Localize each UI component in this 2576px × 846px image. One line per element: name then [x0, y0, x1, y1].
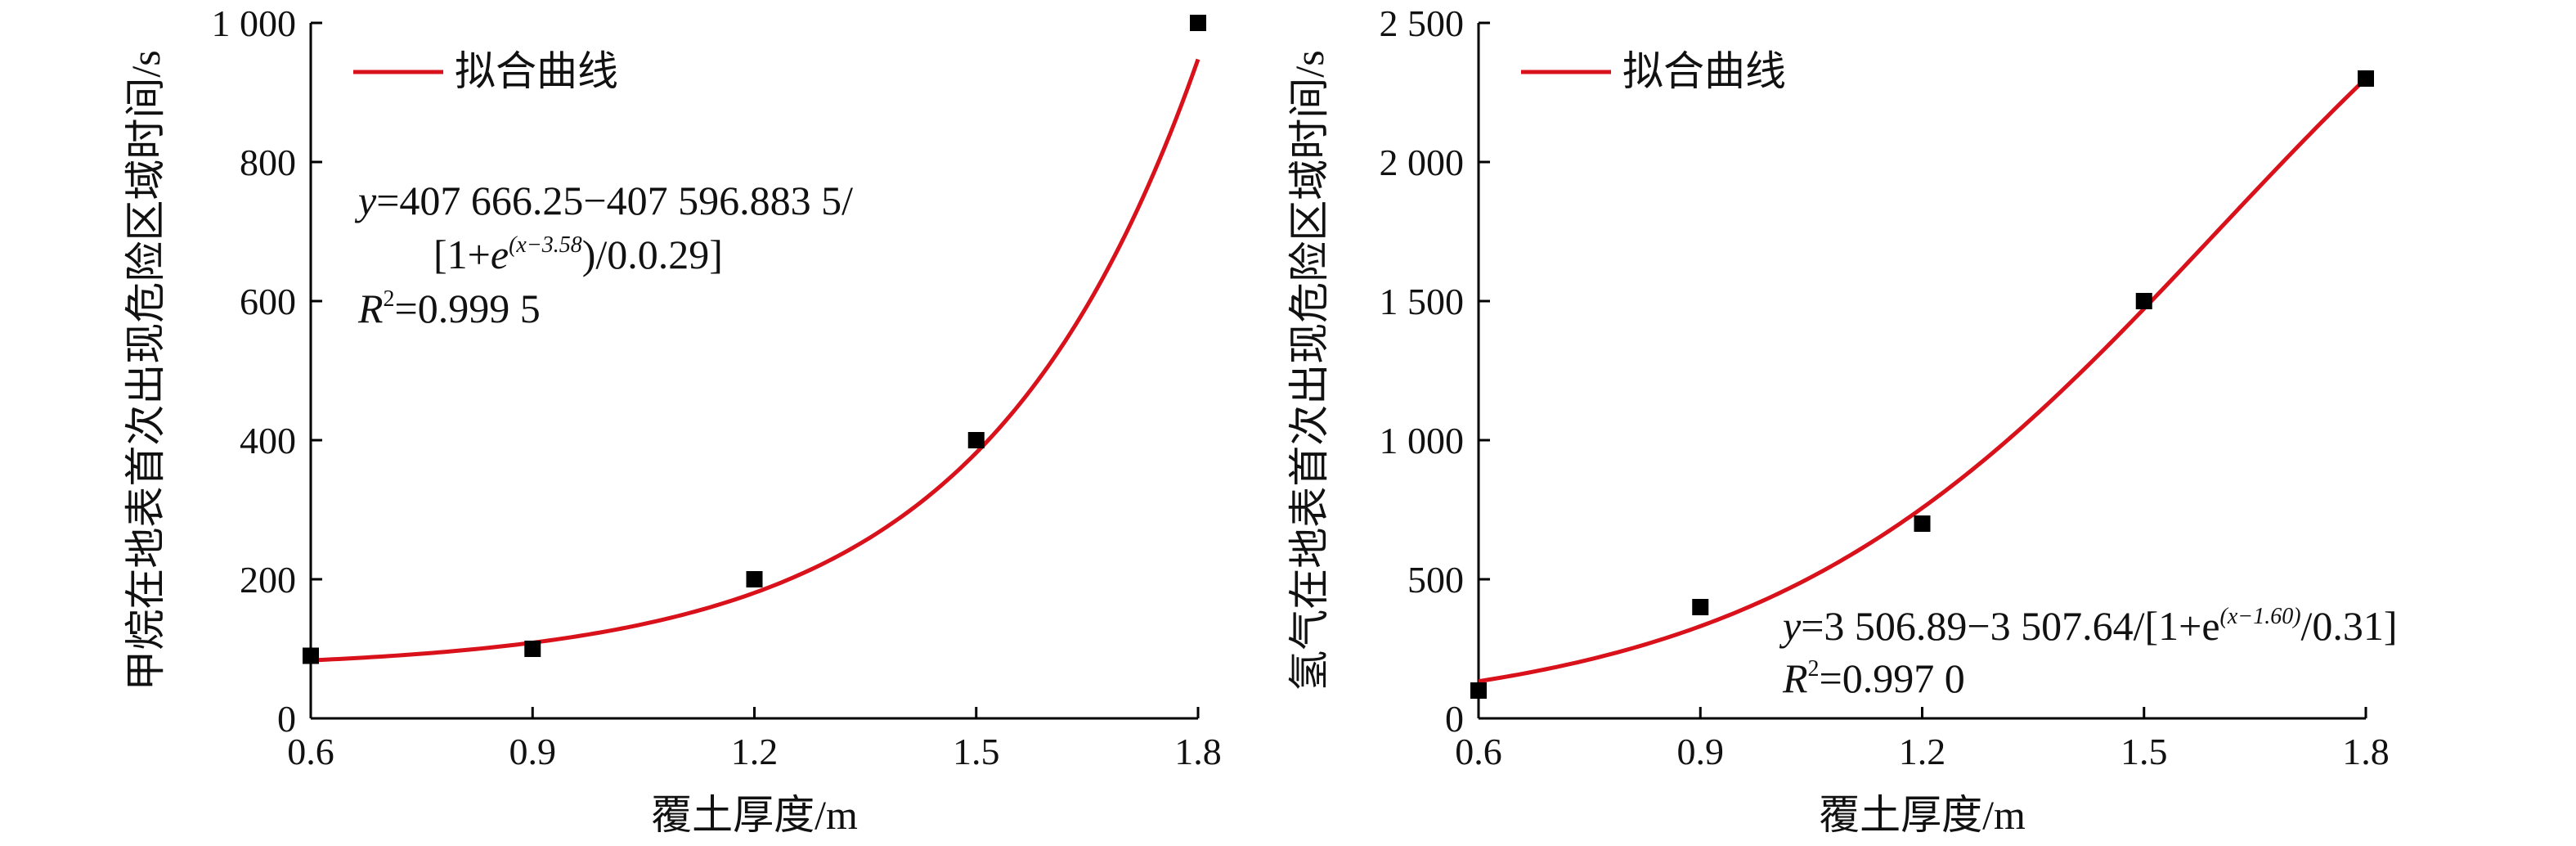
- hydrogen-y-tick-label: 0: [1445, 698, 1464, 740]
- methane-chart: 0.6 0.9 1.2 1.5 1.8 0 200 400 600 800 1 000 覆土厚度/m 甲…: [123, 2, 1222, 838]
- hydrogen-data-point: [2358, 70, 2374, 87]
- methane-x-axis-title: 覆土厚度/m: [651, 792, 858, 838]
- methane-y-tick-label: 1 000: [212, 2, 297, 44]
- hydrogen-r-squared: R2=0.997 0: [1782, 655, 1965, 701]
- hydrogen-y-tick-label: 500: [1407, 559, 1464, 601]
- hydrogen-y-tick-label: 2 500: [1380, 2, 1465, 44]
- methane-y-axis-title: 甲烷在地表首次出现危险区域时间/s: [123, 50, 168, 691]
- hydrogen-y-tick-label: 1 500: [1380, 281, 1465, 322]
- hydrogen-data-point: [2135, 293, 2152, 309]
- methane-data-point: [524, 641, 541, 657]
- hydrogen-plot-marks: 0.6 0.9 1.2 1.5 1.8 0 500 1 000 1 500 2 000 2 500 覆…: [1286, 2, 2390, 838]
- methane-data-point: [303, 647, 319, 664]
- methane-legend-label: 拟合曲线: [455, 48, 618, 94]
- methane-x-tick-label: 1.8: [1174, 731, 1222, 772]
- hydrogen-data-point: [1692, 599, 1709, 615]
- methane-fit-curve: [310, 58, 1200, 663]
- methane-data-point: [1190, 15, 1206, 31]
- hydrogen-fit-curve: [1478, 77, 2367, 684]
- methane-y-tick-label: 0: [277, 698, 296, 740]
- hydrogen-data-point: [1470, 682, 1487, 699]
- methane-x-tick-label: 0.9: [509, 731, 557, 772]
- methane-y-tick-label: 600: [240, 281, 296, 322]
- hydrogen-x-tick-label: 0.6: [1455, 731, 1502, 772]
- methane-r-squared: R2=0.999 5: [357, 286, 541, 331]
- methane-y-tick-label: 800: [240, 142, 296, 183]
- methane-x-tick-label: 1.2: [731, 731, 779, 772]
- hydrogen-x-tick-label: 1.2: [1899, 731, 1946, 772]
- hydrogen-y-axis-title: 氢气在地表首次出现危险区域时间/s: [1286, 50, 1332, 691]
- hydrogen-equation: y=3 506.89−3 507.64/[1+e(x−1.60)/0.31] R…: [1779, 603, 2398, 701]
- hydrogen-x-axis-title: 覆土厚度/m: [1819, 792, 2026, 838]
- hydrogen-x-tick-label: 1.8: [2342, 731, 2390, 772]
- hydrogen-y-tick-label: 2 000: [1380, 142, 1465, 183]
- methane-equation: y=407 666.25−407 596.883 5/ [1+e(x−3.58)…: [354, 178, 853, 331]
- methane-y-tick-label: 400: [240, 420, 296, 461]
- hydrogen-legend-label: 拟合曲线: [1622, 48, 1786, 94]
- hydrogen-equation-line-1: y=3 506.89−3 507.64/[1+e(x−1.60)/0.31]: [1779, 603, 2398, 649]
- methane-x-tick-label: 1.5: [953, 731, 1000, 772]
- methane-equation-line-1: y=407 666.25−407 596.883 5/: [354, 178, 853, 223]
- hydrogen-data-point: [1914, 515, 1931, 532]
- methane-plot-marks: 0.6 0.9 1.2 1.5 1.8 0 200 400 600 800 1 000 覆土厚度/m 甲…: [123, 2, 1222, 838]
- methane-legend: 拟合曲线: [353, 48, 618, 94]
- hydrogen-y-tick-label: 1 000: [1380, 420, 1465, 461]
- methane-equation-line-2: [1+e(x−3.58)/0.0.29]: [433, 232, 723, 277]
- methane-x-tick-label: 0.6: [287, 731, 334, 772]
- methane-data-point: [746, 571, 763, 587]
- hydrogen-chart: 0.6 0.9 1.2 1.5 1.8 0 500 1 000 1 500 2 000 2 500 覆…: [1286, 2, 2398, 838]
- hydrogen-x-tick-label: 1.5: [2120, 731, 2168, 772]
- hydrogen-x-tick-label: 0.9: [1677, 731, 1725, 772]
- methane-y-tick-label: 200: [240, 559, 296, 601]
- hydrogen-legend: 拟合曲线: [1521, 48, 1786, 94]
- methane-data-point: [967, 432, 985, 448]
